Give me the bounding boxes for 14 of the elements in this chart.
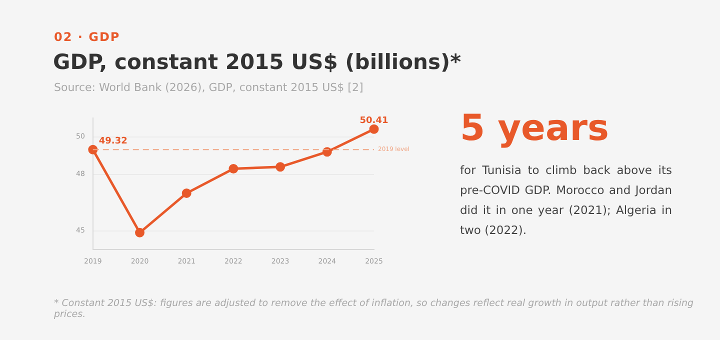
text: for Tunisia to climb back above its pre-COVID GDP. Morocco and Jordan did it in one year (2021); Algeria in two (2022). bbox=[460, 162, 672, 239]
text: 5 years bbox=[460, 108, 609, 149]
point bbox=[182, 188, 192, 198]
point bbox=[228, 164, 238, 174]
point bbox=[276, 162, 286, 172]
text: * Constant 2015 US$: figures are adjusted to remove the effect of inflation, so changes reflect real growth in output rather than rising prices. bbox=[54, 298, 695, 320]
point bbox=[88, 144, 98, 154]
point bbox=[369, 124, 379, 134]
chart-title: GDP, constant 2015 US$ (billions)* bbox=[53, 50, 462, 74]
point bbox=[135, 228, 145, 238]
data-label: 50.41 bbox=[360, 116, 388, 126]
chart-subtitle: Source: World Bank (2026), GDP, constant 2015 US$ [2] bbox=[54, 81, 364, 94]
text: 02 · GDP bbox=[54, 30, 120, 44]
data-label: 49.32 bbox=[98, 136, 128, 146]
